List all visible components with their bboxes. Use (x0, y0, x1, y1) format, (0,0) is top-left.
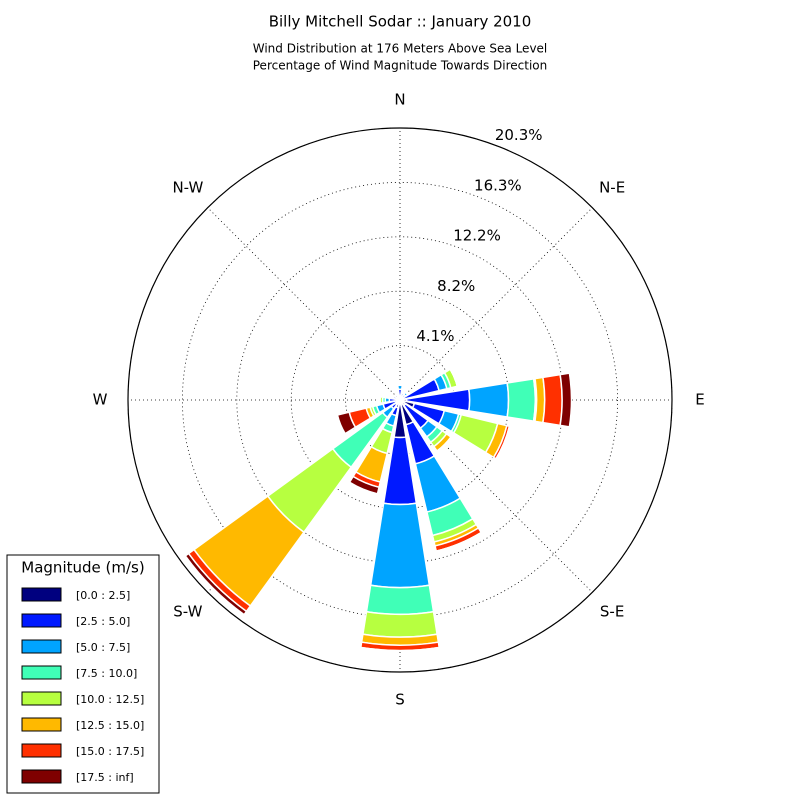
rose-segment (391, 395, 394, 399)
rose-segment (396, 394, 399, 397)
direction-label: W (93, 391, 108, 409)
direction-label: E (695, 391, 704, 409)
rose-segment (559, 372, 573, 428)
legend-label: [0.0 : 2.5] (76, 589, 130, 602)
r-tick-label: 8.2% (437, 277, 475, 295)
rose-segment (362, 610, 438, 638)
chart-title: Billy Mitchell Sodar :: January 2010 (269, 13, 532, 31)
rose-segment (336, 411, 357, 435)
legend-swatch (21, 743, 62, 758)
rose-segment (401, 391, 405, 394)
rose-segment (360, 646, 440, 652)
legend-swatch (21, 639, 62, 654)
rose-segment (506, 377, 537, 423)
rose-segment (495, 426, 511, 460)
legend-title: Magnitude (m/s) (21, 559, 144, 577)
legend-swatch (21, 691, 62, 706)
legend-label: [10.0 : 12.5] (76, 693, 144, 706)
r-tick-label: 12.2% (453, 227, 501, 245)
rose-segment (184, 552, 248, 616)
direction-label: N-W (172, 178, 203, 196)
r-tick-label: 16.3% (474, 176, 522, 194)
direction-label: S (395, 691, 405, 709)
labels: 4.1% 8.2% 12.2% 16.3% 20.3% N N-E E S-E S S-W W N-W (93, 91, 705, 709)
direction-label: N-E (599, 178, 625, 196)
direction-label: S-W (173, 603, 202, 621)
chart-subtitle: Wind Distribution at 176 Meters Above Se… (253, 42, 548, 56)
legend-label: [5.0 : 7.5] (76, 641, 130, 654)
legend-swatch (21, 665, 62, 680)
r-tick-label: 20.3% (495, 126, 543, 144)
grid-circle (290, 290, 510, 510)
legend-swatch (21, 613, 62, 628)
bars (184, 368, 573, 652)
chart-subtitle: Percentage of Wind Magnitude Towards Dir… (253, 59, 547, 73)
rose-segment (542, 373, 563, 427)
rose-segment (467, 382, 510, 418)
legend-swatch (21, 587, 62, 602)
direction-label: N (394, 91, 405, 109)
radial-grid-line (399, 207, 593, 401)
legend-label: [7.5 : 10.0] (76, 667, 137, 680)
radial-grid-line (207, 207, 401, 401)
rose-segment (437, 437, 453, 453)
grid-circle (181, 181, 619, 619)
radial-grid-line (399, 399, 593, 593)
polar-frame (127, 127, 673, 673)
legend: Magnitude (m/s) [0.0 : 2.5] [2.5 : 5.0] [5.… (6, 554, 160, 794)
r-tick-label: 4.1% (416, 327, 454, 345)
legend-label: [15.0 : 17.5] (76, 745, 144, 758)
legend-label: [12.5 : 15.0] (76, 719, 144, 732)
legend-label: [17.5 : inf] (76, 771, 134, 784)
legend-swatch (21, 717, 62, 732)
direction-label: S-E (600, 603, 624, 621)
rose-segment (405, 390, 410, 395)
rose-segment (348, 475, 380, 495)
legend-label: [2.5 : 5.0] (76, 615, 130, 628)
rose-segment (365, 584, 435, 616)
legend-swatch (21, 769, 62, 784)
